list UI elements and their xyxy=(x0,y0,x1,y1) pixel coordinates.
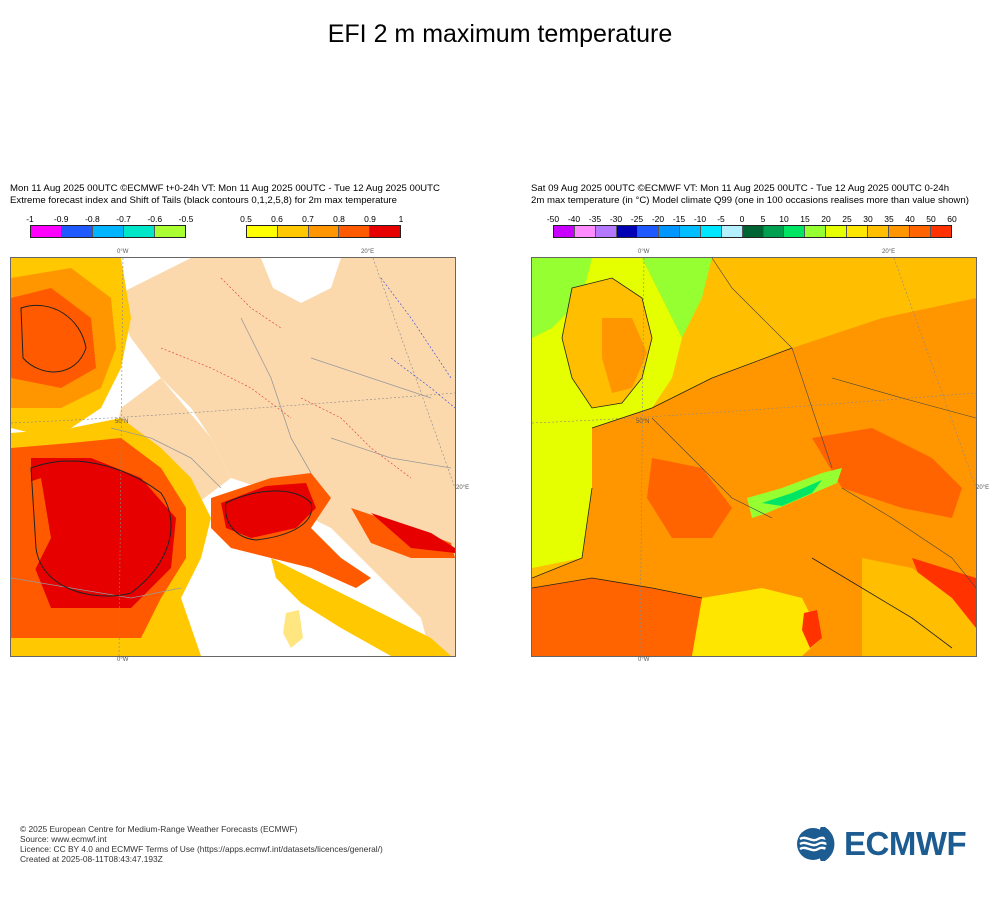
efi-negative-legend-label: -0.7 xyxy=(116,214,131,224)
efi-negative-legend-swatch xyxy=(124,226,155,237)
efi-negative-legend-label: -0.9 xyxy=(53,214,69,224)
efi-positive-legend-label: 0.7 xyxy=(302,214,314,224)
efi-negative-legend-label: -1 xyxy=(26,214,34,224)
climate-panel: Sat 09 Aug 2025 00UTC ©ECMWF VT: Mon 11 … xyxy=(531,183,991,663)
climate-header-line1: Sat 09 Aug 2025 00UTC ©ECMWF VT: Mon 11 … xyxy=(531,183,950,194)
climate-legend-swatch xyxy=(784,226,806,237)
efi-positive-legend-label: 0.5 xyxy=(240,214,252,224)
climate-legend-swatch xyxy=(700,226,722,237)
climate-legend-label: -10 xyxy=(693,214,707,224)
efi-positive-legend-swatch xyxy=(247,226,278,237)
climate-legend-label: -20 xyxy=(651,214,665,224)
source-text: Source: www.ecmwf.int xyxy=(20,834,107,844)
climate-legend-label: -50 xyxy=(546,214,560,224)
climate-legend-label: 10 xyxy=(779,214,789,224)
efi-negative-legend-label: -0.8 xyxy=(85,214,100,224)
page-title: EFI 2 m maximum temperature xyxy=(327,20,673,48)
efi-negative-legend-swatch xyxy=(93,226,124,237)
copyright-text: © 2025 European Centre for Medium-Range … xyxy=(20,824,298,834)
climate-legend-label: 50 xyxy=(926,214,936,224)
climate-legend-swatch xyxy=(868,226,890,237)
climate-legend-swatch xyxy=(595,226,617,237)
efi-legend-positive: 0.5 0.6 0.7 0.8 0.9 1 xyxy=(240,214,404,238)
efi-panel: Mon 11 Aug 2025 00UTC ©ECMWF t+0-24h VT:… xyxy=(10,183,470,663)
climate-legend-label: 60 xyxy=(947,214,957,224)
climate-legend-swatch xyxy=(721,226,743,237)
climate-top-lon-left-label: 0°W xyxy=(638,249,650,255)
climate-header-line2: 2m max temperature (in °C) Model climate… xyxy=(531,195,969,206)
efi-negative-legend-swatch xyxy=(155,226,185,237)
climate-legend-label: -25 xyxy=(630,214,644,224)
efi-positive-legend-label: 0.6 xyxy=(271,214,283,224)
efi-positive-legend-swatch xyxy=(308,226,340,237)
climate-legend-label: -35 xyxy=(588,214,602,224)
ecmwf-logo-text: ECMWF xyxy=(844,825,967,862)
efi-header-line2: Extreme forecast index and Shift of Tail… xyxy=(10,195,397,206)
efi-positive-legend-label: 0.8 xyxy=(333,214,345,224)
climate-legend-swatch xyxy=(637,226,659,237)
ecmwf-logo-icon xyxy=(797,827,837,861)
climate-legend-swatch xyxy=(679,226,701,237)
efi-negative-legend-swatch xyxy=(31,226,62,237)
efi-positive-legend-swatch xyxy=(277,226,309,237)
efi-lat-label: 50°N xyxy=(115,419,129,425)
climate-legend-swatch xyxy=(889,226,911,237)
climate-legend-swatch xyxy=(554,226,575,237)
efi-positive-legend-swatch xyxy=(370,226,400,237)
climate-top-lon-right-label: 20°E xyxy=(882,249,896,255)
climate-legend-label: 15 xyxy=(800,214,810,224)
climate-legend-label: 5 xyxy=(760,214,766,224)
climate-bottom-lon-label: 0°W xyxy=(638,657,650,663)
climate-legend-label: -15 xyxy=(672,214,686,224)
climate-legend-label: 40 xyxy=(905,214,915,224)
efi-negative-legend-label: -0.5 xyxy=(178,214,194,224)
climate-legend-label: 30 xyxy=(863,214,873,224)
climate-legend-swatch xyxy=(931,226,952,237)
efi-top-lon-left-label: 0°W xyxy=(117,249,129,255)
climate-legend-label: 20 xyxy=(821,214,831,224)
climate-legend-label: 25 xyxy=(842,214,852,224)
efi-negative-legend-label: -0.6 xyxy=(147,214,163,224)
efi-positive-legend-label: 0.9 xyxy=(364,214,376,224)
climate-legend-swatch xyxy=(847,226,869,237)
climate-map xyxy=(531,257,977,657)
climate-legend-label: 0 xyxy=(739,214,745,224)
climate-legend-label: -40 xyxy=(567,214,581,224)
efi-bottom-lon-label: 0°W xyxy=(117,657,129,663)
climate-legend-label: -5 xyxy=(717,214,725,224)
efi-positive-legend-label: 1 xyxy=(398,214,404,224)
efi-legend-negative: -1 -0.9 -0.8 -0.7 -0.6 -0.5 xyxy=(26,214,193,238)
licence-text: Licence: CC BY 4.0 and ECMWF Terms of Us… xyxy=(20,844,383,854)
climate-legend: -50 -40 -35 -30 -25 -20 -15 -10 -5 0 5 10 15 20 25 30 35… xyxy=(547,214,957,238)
climate-legend-swatch xyxy=(616,226,638,237)
footer: © 2025 European Centre for Medium-Range … xyxy=(20,824,383,864)
climate-legend-swatch xyxy=(805,226,827,237)
ecmwf-logo: ECMWF xyxy=(796,825,967,862)
climate-legend-swatch xyxy=(658,226,680,237)
efi-map xyxy=(10,257,456,657)
climate-right-lon-label: 20°E xyxy=(976,485,990,491)
climate-lat-label: 50°N xyxy=(636,419,650,425)
climate-legend-swatch xyxy=(763,226,785,237)
climate-legend-swatch xyxy=(826,226,848,237)
efi-positive-legend-swatch xyxy=(339,226,371,237)
climate-legend-swatch xyxy=(574,226,596,237)
climate-legend-label: 35 xyxy=(884,214,894,224)
efi-top-lon-right-label: 20°E xyxy=(361,249,375,255)
efi-header-line1: Mon 11 Aug 2025 00UTC ©ECMWF t+0-24h VT:… xyxy=(10,183,440,194)
climate-legend-label: -30 xyxy=(609,214,623,224)
efi-negative-legend-swatch xyxy=(62,226,93,237)
efi-right-lon-label: 20°E xyxy=(456,485,470,491)
climate-legend-swatch xyxy=(910,226,932,237)
climate-legend-swatch xyxy=(742,226,764,237)
created-text: Created at 2025-08-11T08:43:47.193Z xyxy=(20,854,163,864)
